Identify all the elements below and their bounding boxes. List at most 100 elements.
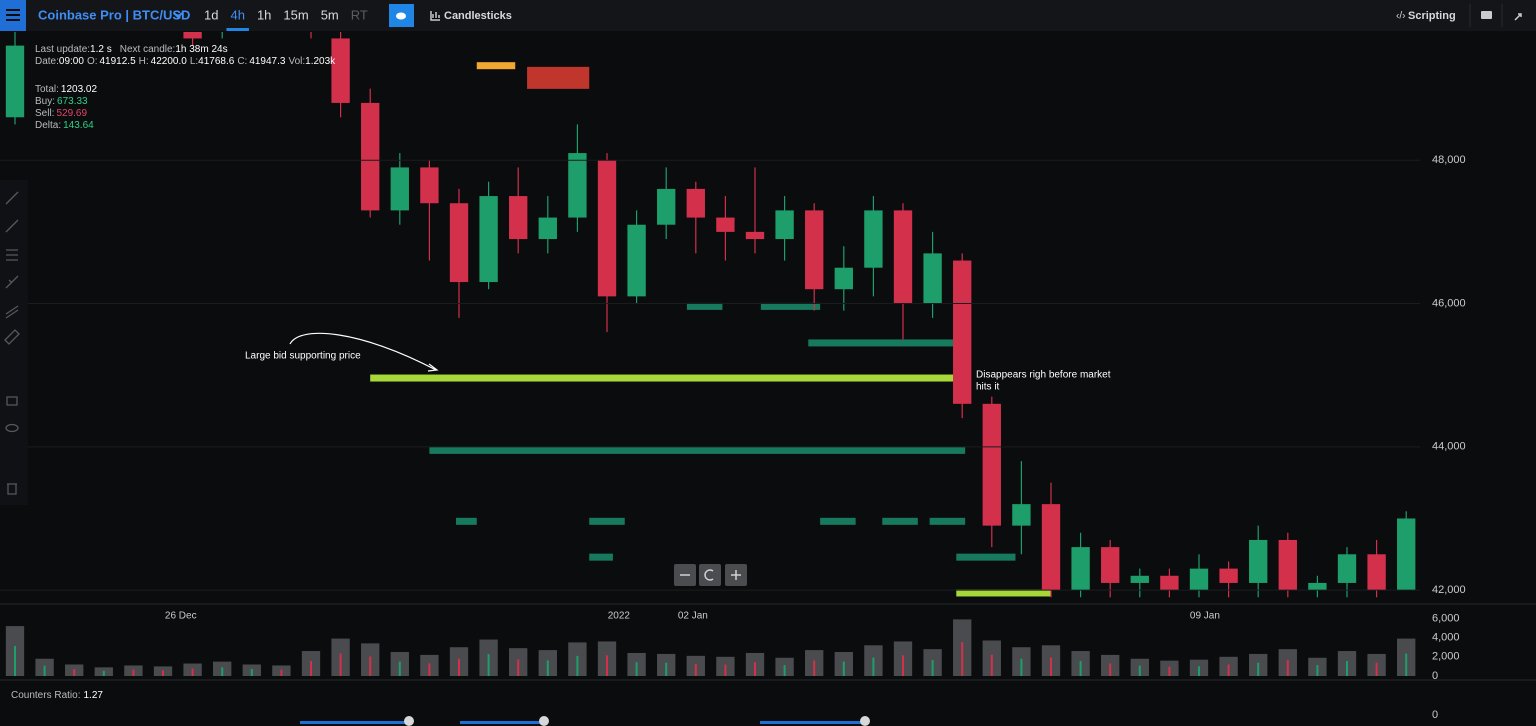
timeframe[interactable]: 15m [283,7,308,22]
tool-fib[interactable] [6,249,18,261]
volume-accent [842,661,845,676]
candle-body [597,160,617,297]
candle-body [538,217,557,240]
timeframes: 1d 4h 1h 15m 5m RT [204,7,368,31]
candle-body [568,153,587,218]
tool-lock[interactable] [6,396,18,406]
scrollbar[interactable] [300,721,410,724]
symbol[interactable]: Coinbase Pro | BTC/USD [38,7,190,22]
expand-icon[interactable] [1514,13,1522,21]
candle-body [716,217,735,232]
y-tick-label: 48,000 [1432,154,1466,166]
candle-body [1308,582,1327,591]
candle-body [1367,554,1386,591]
candle-body [657,188,676,225]
candle-body [1160,575,1179,591]
annotation-arrow [289,332,437,371]
tool-delete[interactable] [7,483,17,495]
tool-line[interactable] [5,191,19,205]
plot-area [5,32,1416,598]
x-tick-label: 26 Dec [165,611,197,622]
volume-accent [487,654,490,676]
scrollbar[interactable] [460,721,545,724]
info-label: Vol: [288,56,305,67]
info-label: H: [139,56,149,67]
candle-body [982,403,1001,526]
info-value: 529.69 [56,108,87,119]
scrollbar[interactable] [760,721,865,724]
candles-icon [430,11,440,21]
scroll-handle[interactable] [539,716,549,726]
info-label: Sell: [35,108,54,119]
volume-accent [102,670,105,676]
timeframe[interactable]: 4h [230,7,244,22]
liquidity-level [760,302,821,310]
liquidity-level [476,62,516,70]
zoom-reset[interactable] [699,564,721,586]
candle-body [686,188,705,218]
volume-accent [458,658,460,676]
arrow-head [427,363,439,372]
code-icon: ‹/› [1396,11,1405,22]
volume-accent [1079,661,1082,676]
scroll-handle[interactable] [860,716,870,726]
volume-accent [872,657,875,676]
svg-text:Date:09:00O:41912.5H:42200.0L:: Date:09:00 O: 41912.5 H: 42200.0 L:41768.6 C: 4… [35,56,336,67]
y-tick-label: 44,000 [1432,441,1466,453]
volume-accent [576,655,579,676]
candle-body [449,203,469,283]
candle-body [1012,504,1031,526]
volume-accent [250,669,253,676]
volume-accent [1020,658,1023,676]
volume-accent [1168,666,1171,676]
timeframe[interactable]: RT [351,7,368,22]
tool-channel[interactable] [5,305,19,319]
price-pane: 42,000 44,000 46,000 48,000 26 Dec 2022 02 Jan… [0,32,1466,622]
tool-hide[interactable] [5,423,19,433]
liquidity-level [808,339,954,347]
volume-accent [1405,653,1408,676]
tool-ray[interactable] [5,219,19,233]
info-value: 1h 38m 24s [175,44,227,55]
volume-accent [221,667,224,676]
candle-body [627,224,646,297]
tool-measure[interactable] [5,275,19,289]
counters-tick: 0 [1432,709,1438,721]
scroll-handle[interactable] [404,716,414,726]
volume-accent [428,663,431,676]
camera-icon[interactable] [1481,11,1492,19]
svg-text:Total:1203.02: Total: 1203.02 [35,84,97,95]
candle-body [1337,554,1357,583]
timeframe[interactable]: 1h [257,7,271,22]
info-value: 1203.02 [61,84,98,95]
volume-tick-label: 6,000 [1432,612,1460,624]
volume-accent [280,669,283,676]
svg-text:Sell:529.69: Sell: 529.69 [35,108,87,119]
candle-body [1278,539,1297,591]
x-tick-label: 02 Jan [678,611,708,622]
info-label: Delta: [35,120,61,131]
timeframe[interactable]: 5m [321,7,339,22]
zoom-icons [680,570,741,580]
liquidity-level [686,302,723,310]
volume-accent [1375,662,1378,676]
volume-tick-label: 0 [1432,670,1438,682]
timeframe[interactable]: 1d [204,7,218,22]
candle-body [331,38,350,103]
info-label: Last update: [35,44,90,55]
tool-panel [0,180,28,505]
info-value: 1.203k [305,56,336,67]
volume-accent [961,642,964,676]
zoom-controls [674,564,747,586]
candle-body [420,167,439,204]
tool-column [0,180,28,505]
scripting[interactable]: Scripting [1408,10,1456,22]
svg-text:Buy:673.33: Buy: 673.33 [35,96,88,107]
liquidity-level [956,553,1016,561]
info-value: 143.64 [63,120,94,131]
chart-style[interactable]: Candlesticks [444,10,512,22]
volume-accent [990,654,993,676]
tool-ruler[interactable] [4,329,20,345]
candle-body [1071,547,1090,591]
